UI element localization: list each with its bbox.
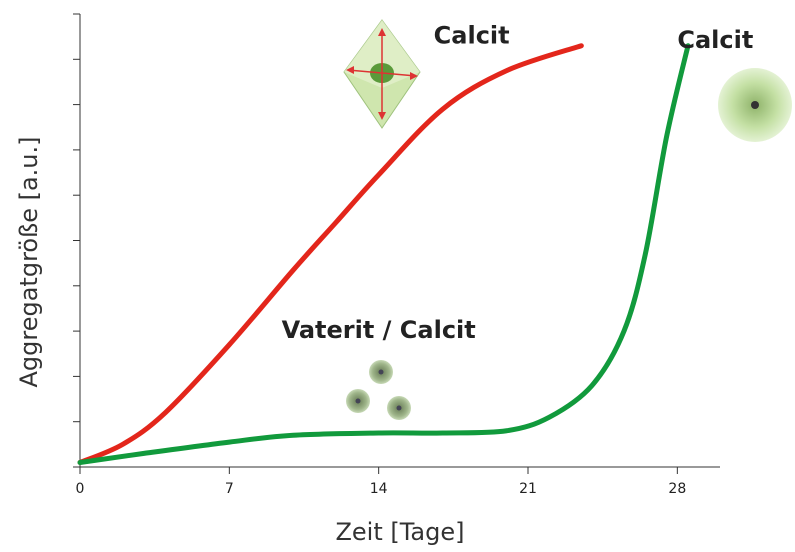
calcit-sphere-icon	[718, 68, 792, 142]
annotation: Calcit	[434, 22, 510, 50]
annotation: Vaterit / Calcit	[282, 316, 476, 344]
x-tick-label: 28	[668, 481, 686, 497]
data-line	[77, 43, 691, 465]
x-axis-title: Zeit [Tage]	[335, 518, 464, 546]
x-tick-label: 0	[76, 481, 85, 497]
data-line	[77, 43, 584, 465]
y-axis-title: Aggregatgröße [a.u.]	[15, 136, 43, 387]
annotation: Calcit	[677, 26, 753, 54]
calcit-crystal-icon	[343, 19, 421, 129]
x-tick-label: 7	[225, 481, 234, 497]
vaterit-spheres-icon	[346, 360, 411, 420]
x-tick-label: 14	[370, 481, 388, 497]
x-tick-label: 21	[519, 481, 537, 497]
